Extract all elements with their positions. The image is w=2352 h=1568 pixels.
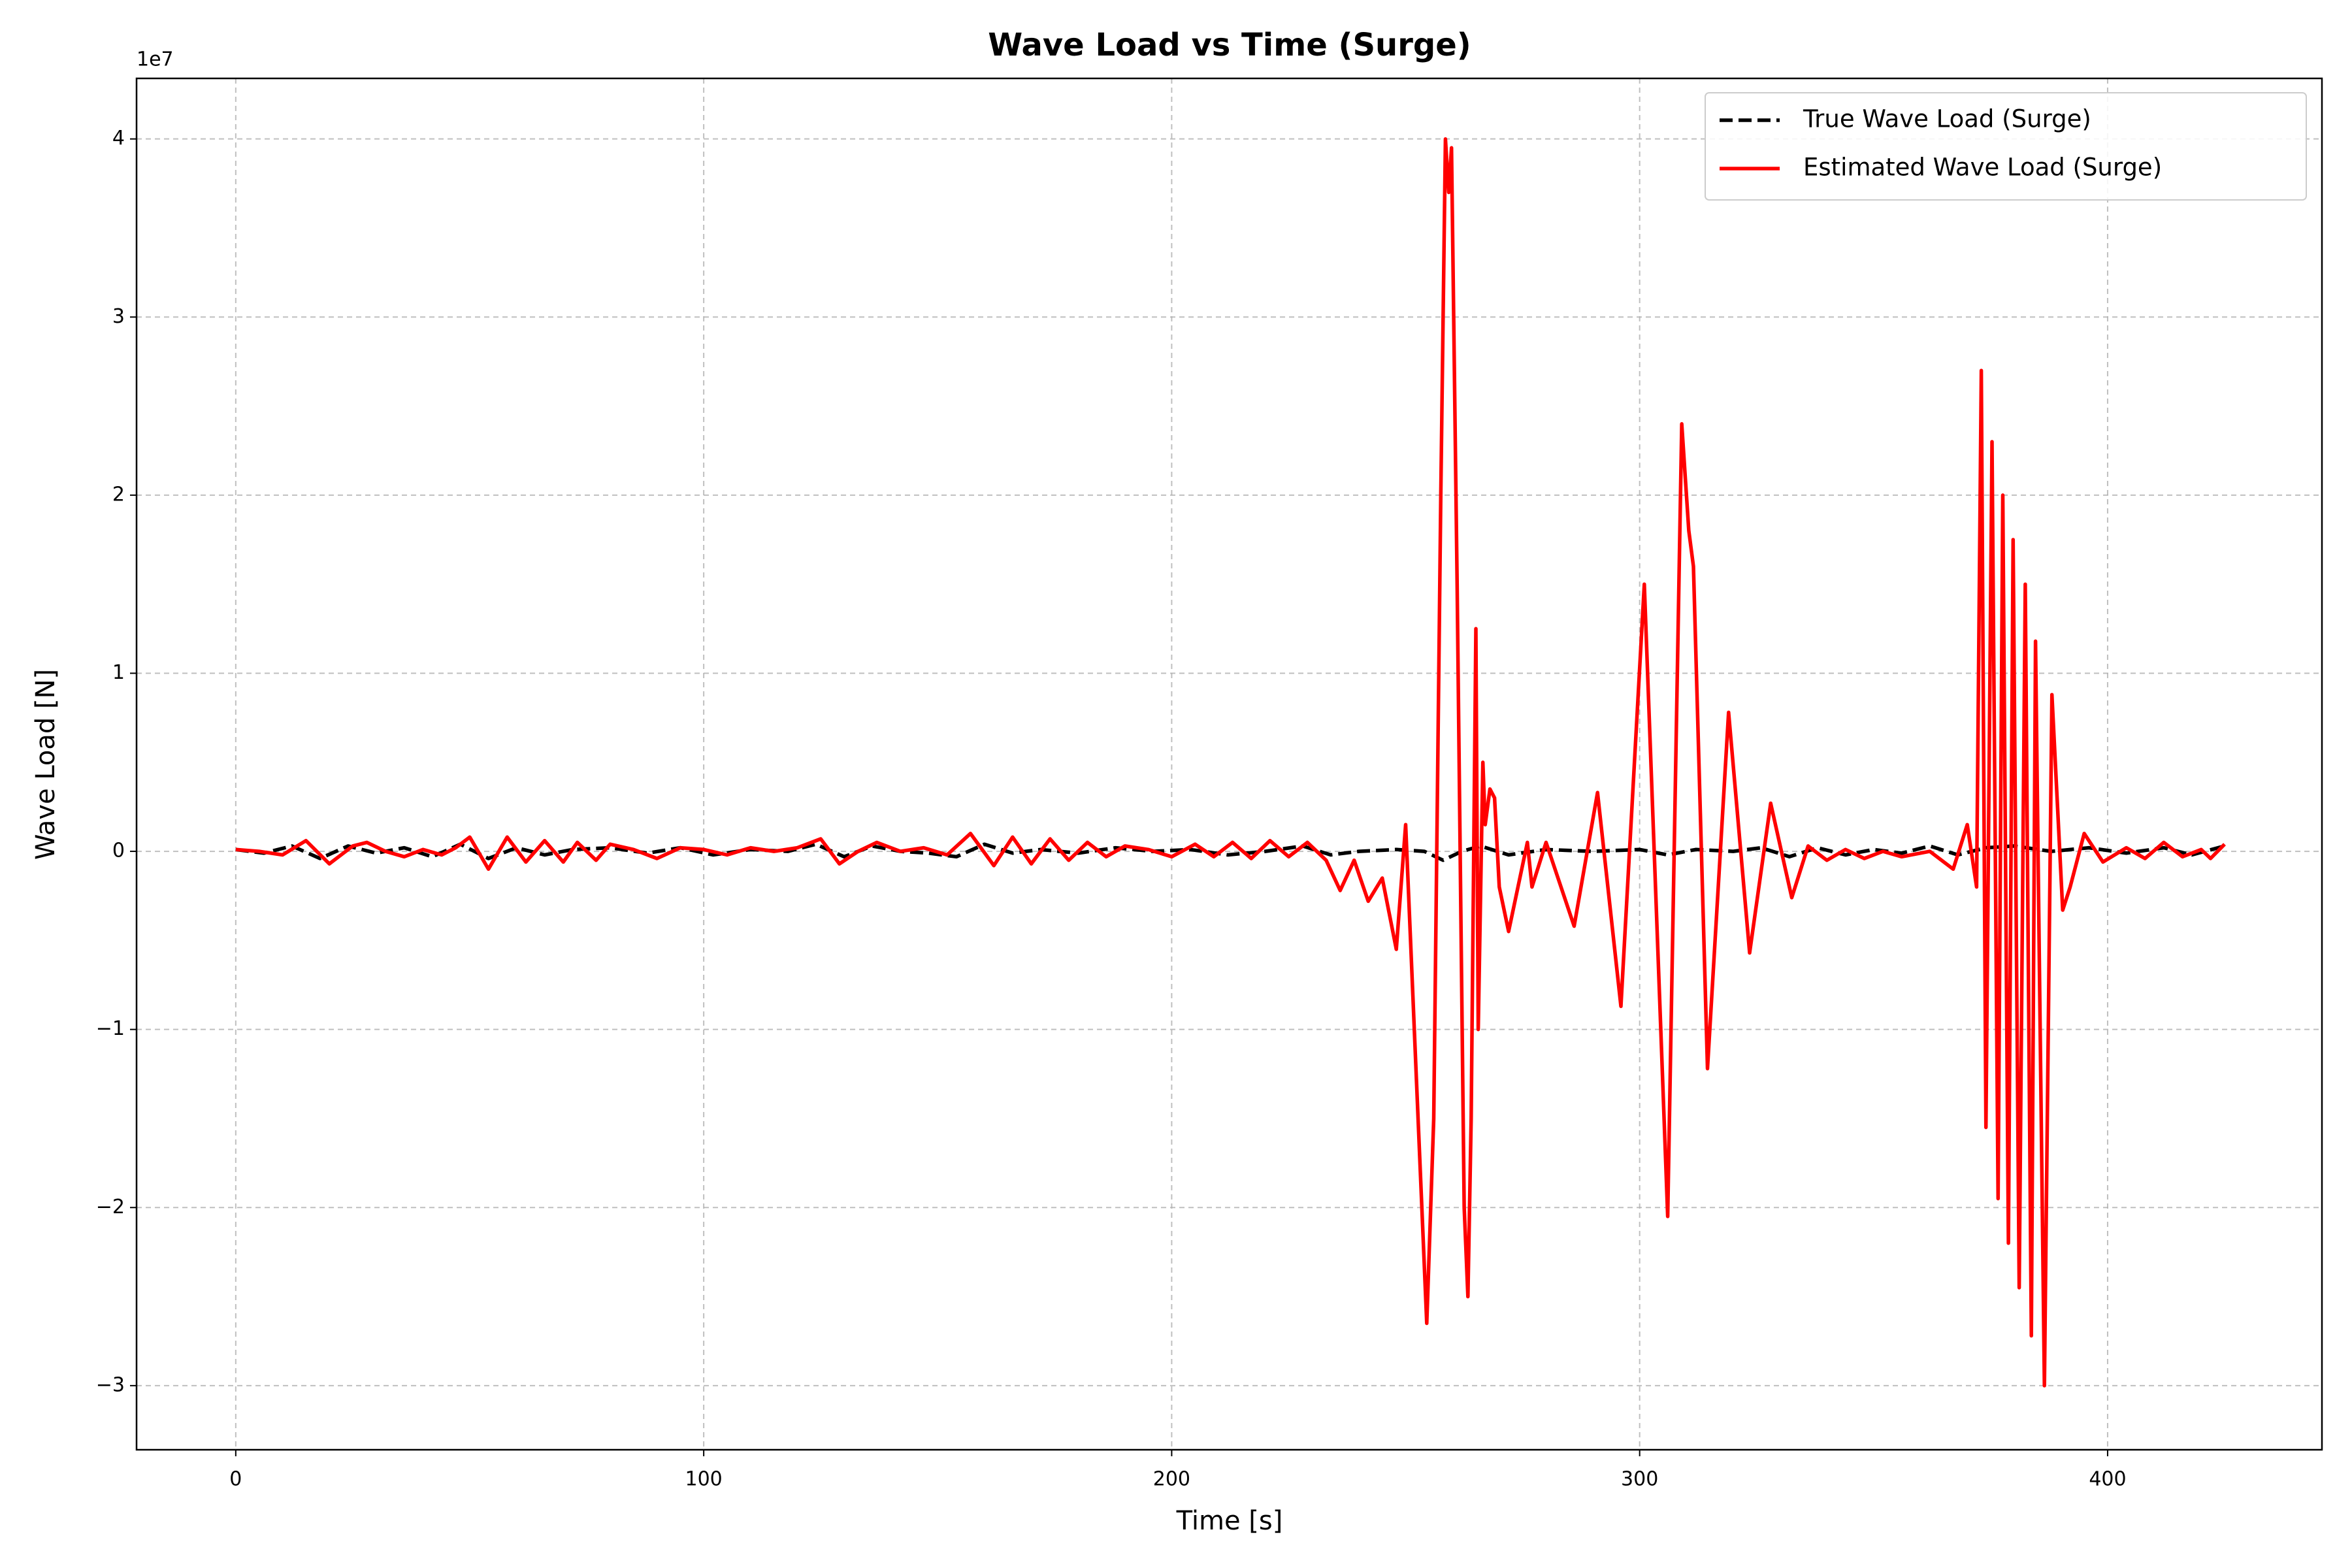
y-tick-label: 1: [112, 661, 125, 684]
chart-title: Wave Load vs Time (Surge): [988, 27, 1471, 63]
x-axis-label: Time [s]: [1176, 1506, 1283, 1536]
y-tick-label: 0: [112, 840, 125, 862]
x-tick-label: 200: [1153, 1468, 1190, 1491]
legend-box: [1705, 92, 2307, 201]
legend-label: Estimated Wave Load (Surge): [1803, 154, 2162, 182]
y-tick-label: −2: [96, 1196, 125, 1218]
data-line: [235, 137, 2226, 1388]
x-tick-label: 100: [685, 1468, 722, 1491]
y-tick-label: 2: [112, 483, 125, 506]
x-tick-label: 300: [1621, 1468, 1658, 1491]
plot-frame: [135, 77, 2323, 1451]
y-tick-label: 4: [112, 127, 125, 150]
y-axis-label: Wave Load [N]: [31, 669, 61, 860]
y-tick-label: −3: [96, 1373, 125, 1396]
legend: True Wave Load (Surge) Estimated Wave Loa…: [1705, 92, 2307, 201]
x-tick-label: 400: [2089, 1468, 2126, 1491]
y-tick-label: −1: [96, 1017, 125, 1040]
y-tick-label: 3: [112, 305, 125, 328]
x-tick-label: 0: [229, 1468, 242, 1491]
legend-label: True Wave Load (Surge): [1803, 105, 2091, 133]
y-offset-label: 1e7: [137, 48, 174, 71]
